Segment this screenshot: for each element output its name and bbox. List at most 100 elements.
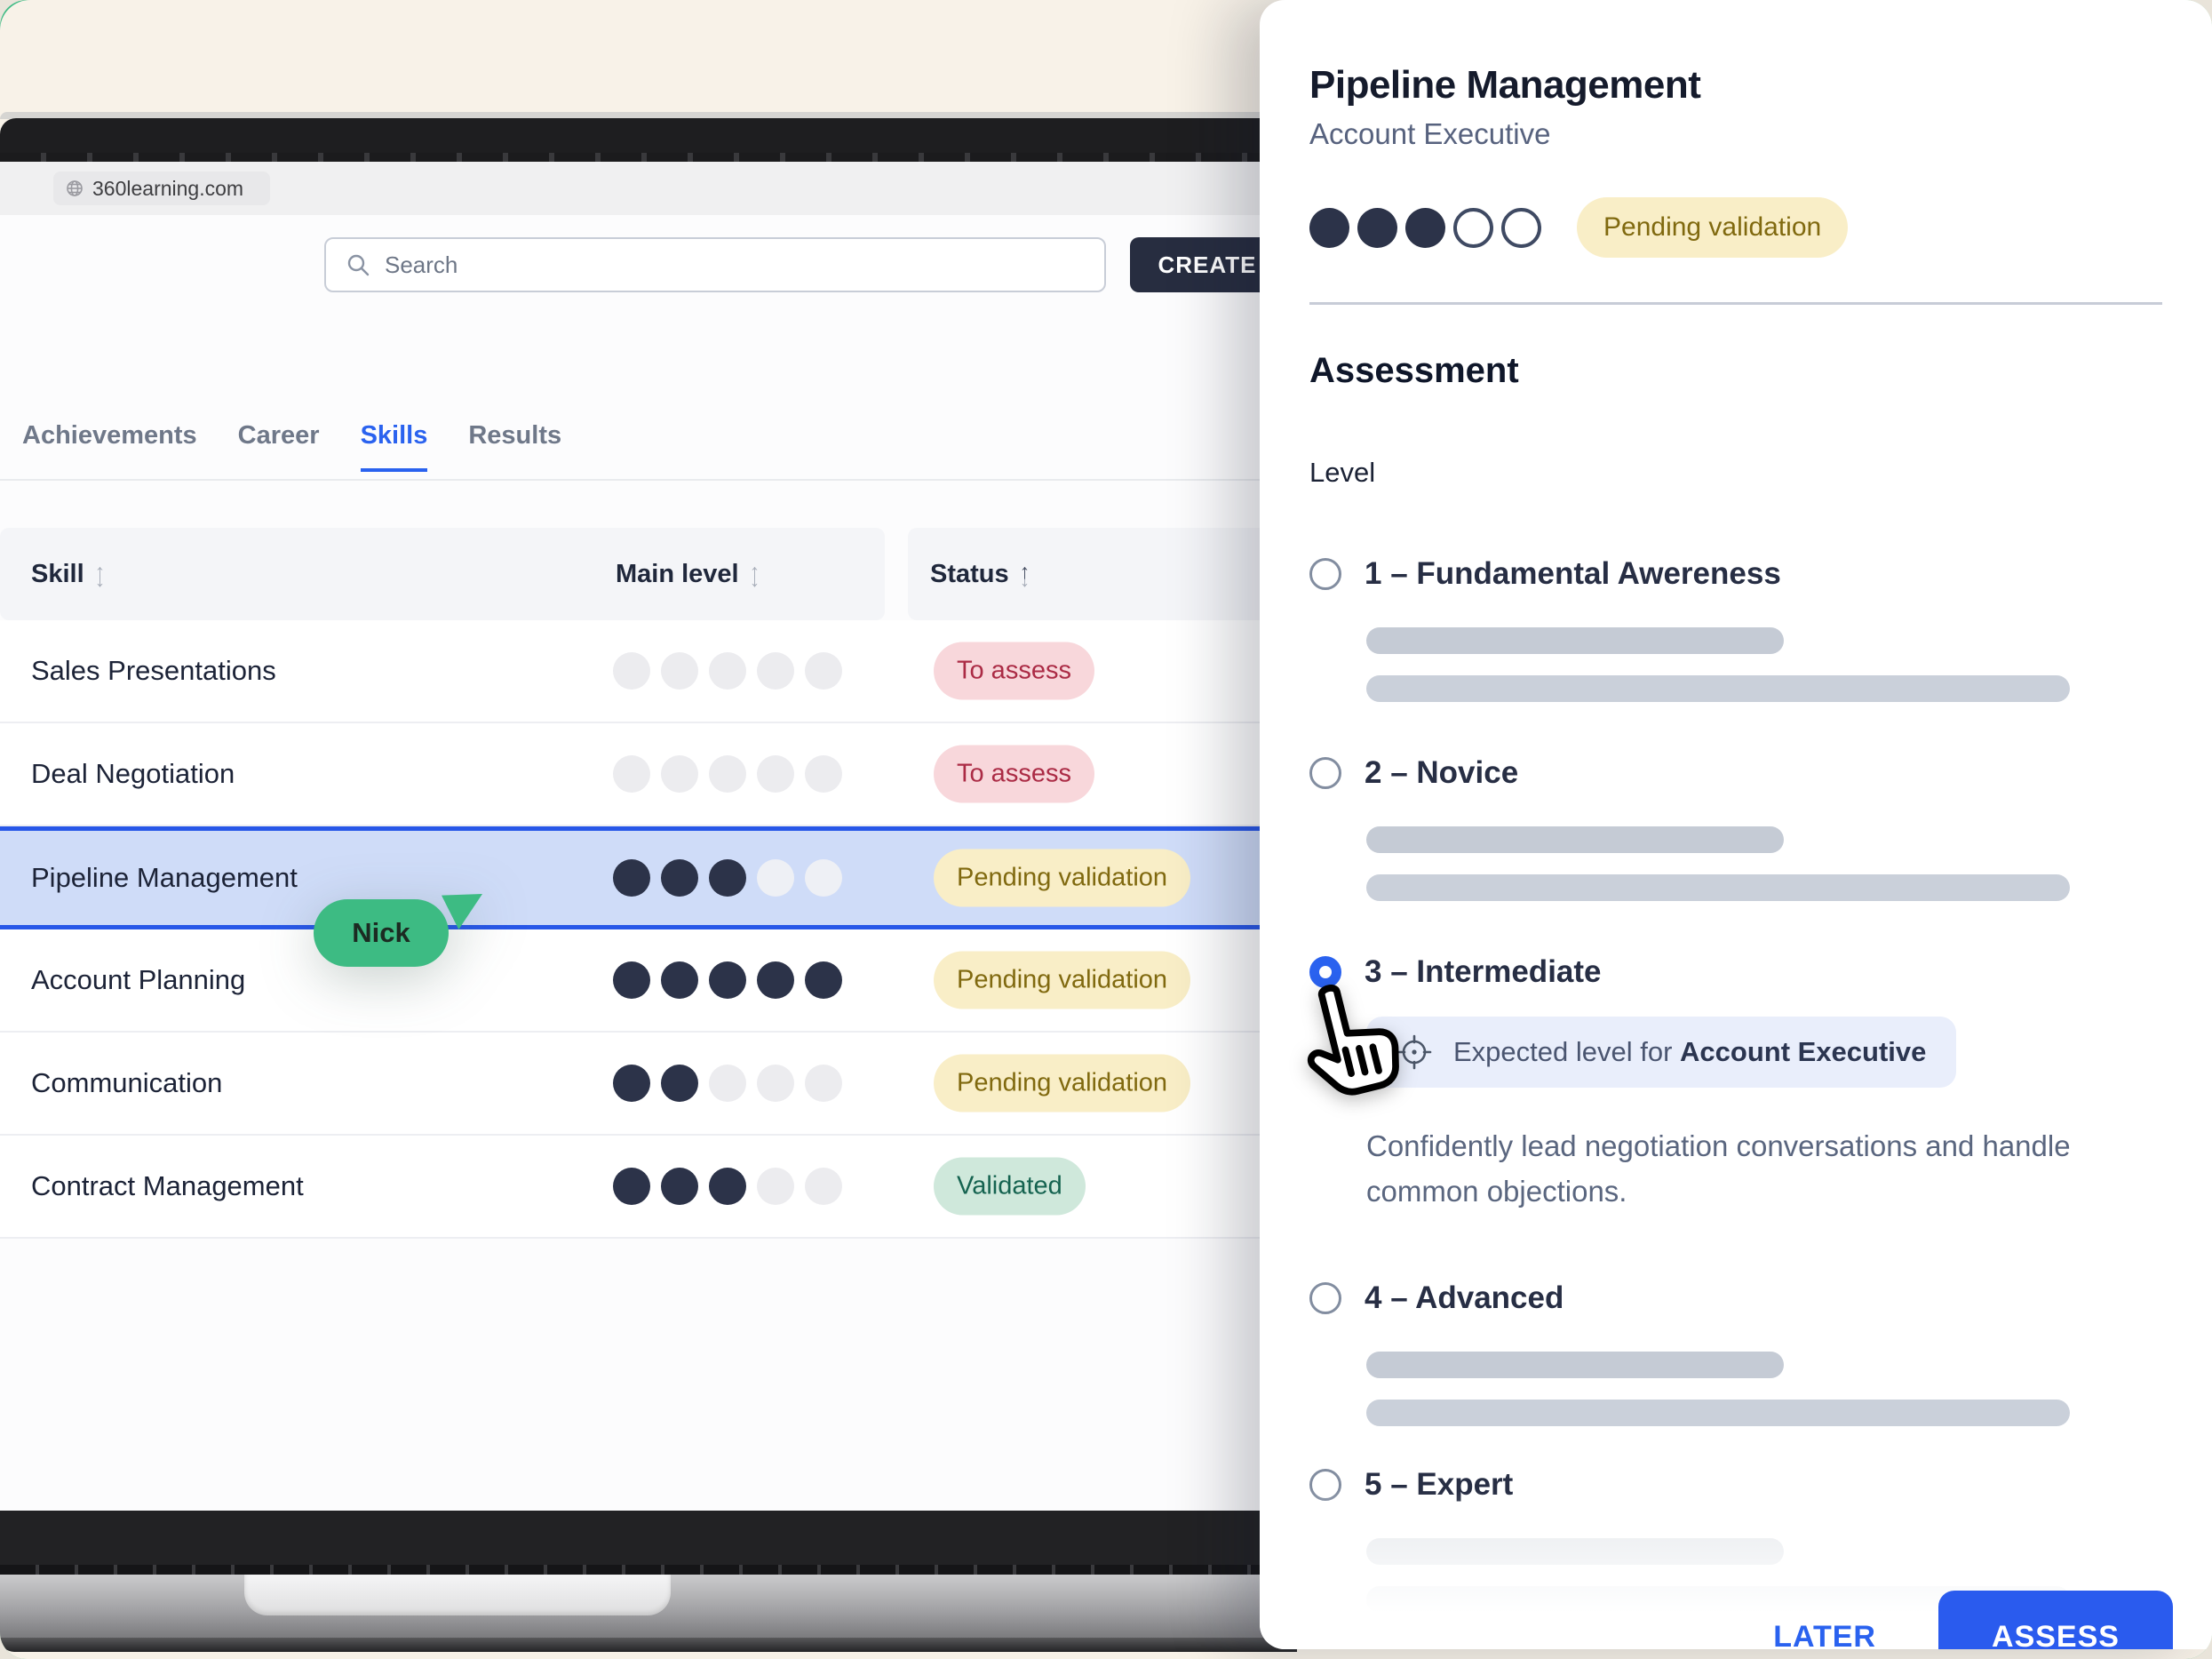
section-title: Assessment [1309, 351, 1519, 391]
radio-button[interactable] [1309, 1468, 1341, 1501]
panel-subtitle-role: Account Executive [1309, 117, 1551, 151]
table-row[interactable]: Contract Management Validated [0, 1136, 1297, 1239]
level-option-2[interactable]: 2 – Novice [1309, 755, 2162, 902]
skeleton-text [1366, 627, 2162, 703]
level-option-label: 2 – Novice [1365, 755, 1519, 791]
expected-level-text: Expected level for Account Executive [1453, 1036, 1927, 1068]
level-dot [1357, 207, 1397, 248]
level-dot [757, 652, 794, 690]
globe-icon [67, 180, 83, 196]
sort-icon[interactable]: ↑ ↓ [749, 560, 760, 591]
tab-results[interactable]: Results [468, 421, 562, 450]
tabs-divider [0, 479, 1297, 481]
level-dot [661, 1168, 698, 1205]
laptop-screen: 360learning.com Search CREATE ▾ Achievem… [0, 118, 1308, 1511]
laptop-base-edge [0, 1638, 1297, 1652]
skill-name: Account Planning [31, 964, 246, 995]
level-dot [661, 755, 698, 793]
level-dot [757, 961, 794, 999]
level-dots [613, 961, 842, 999]
assess-button[interactable]: ASSESS [1938, 1591, 2173, 1649]
level-option-4[interactable]: 4 – Advanced [1309, 1280, 2162, 1426]
status-badge: Pending validation [934, 849, 1191, 907]
collaborator-name: Nick [352, 917, 410, 948]
browser-tab-strip [0, 153, 1297, 162]
level-dot [661, 961, 698, 999]
level-dot [661, 652, 698, 690]
radio-button[interactable] [1309, 1281, 1341, 1314]
column-header-label: Skill [31, 559, 84, 588]
skeleton-text [1366, 1351, 2162, 1426]
target-icon [1396, 1035, 1432, 1070]
search-icon [347, 254, 370, 276]
column-header-main-level[interactable]: Main level ↑ ↓ [616, 528, 760, 620]
status-badge: Validated [934, 1157, 1086, 1216]
hand-cursor-icon [1290, 981, 1402, 1103]
address-bar[interactable]: 360learning.com [53, 171, 270, 205]
level-dot [661, 859, 698, 897]
app-content: Search CREATE ▾ Achievements Career Skil… [0, 215, 1308, 1511]
level-dots [1309, 207, 1541, 248]
expected-level-callout: Expected level for Account Executive [1366, 1017, 1957, 1089]
level-option-1[interactable]: 1 – Fundamental Awereness [1309, 556, 2162, 703]
later-button[interactable]: LATER [1768, 1619, 1882, 1650]
level-dot [613, 755, 650, 793]
radio-button-selected[interactable] [1309, 956, 1341, 989]
level-option-label: 1 – Fundamental Awereness [1365, 556, 1781, 592]
level-dots [613, 652, 842, 690]
level-dot [757, 1168, 794, 1205]
create-button-label: CREATE [1158, 251, 1257, 278]
table-header-left [0, 528, 885, 620]
level-dot [709, 859, 746, 897]
table-row[interactable]: Communication Pending validation [0, 1033, 1297, 1136]
sort-icon[interactable]: ↑ ↓ [94, 560, 106, 591]
status-badge: Pending validation [934, 1054, 1191, 1113]
table-row[interactable]: Deal Negotiation To assess [0, 723, 1297, 826]
search-input[interactable]: Search [324, 237, 1106, 292]
tab-achievements[interactable]: Achievements [22, 421, 197, 450]
radio-button[interactable] [1309, 757, 1341, 790]
table-row[interactable]: Sales Presentations To assess [0, 620, 1297, 723]
level-field-label: Level [1309, 457, 1376, 489]
search-placeholder: Search [385, 251, 458, 278]
tab-skills[interactable]: Skills [360, 421, 428, 472]
level-dots [613, 859, 842, 897]
level-description: Confidently lead negotiation conversatio… [1366, 1129, 2071, 1208]
level-dot [757, 859, 794, 897]
level-dot [1453, 207, 1493, 248]
level-dot [1405, 207, 1445, 248]
level-dot [613, 652, 650, 690]
laptop-base [0, 1575, 1297, 1638]
table-row[interactable]: Account Planning Pending validation [0, 929, 1297, 1033]
level-dot [613, 1168, 650, 1205]
skills-table: Sales Presentations To assess Deal Negot… [0, 620, 1297, 1239]
skill-name: Contract Management [31, 1170, 304, 1201]
level-option-label: 5 – Expert [1365, 1466, 1514, 1502]
status-badge: To assess [934, 745, 1094, 803]
level-dot [805, 1168, 842, 1205]
level-dots [613, 755, 842, 793]
radio-button[interactable] [1309, 558, 1341, 591]
level-options: 1 – Fundamental Awereness 2 – Novice 3 –… [1309, 556, 2162, 1613]
column-header-skill[interactable]: Skill ↑ ↓ [31, 528, 105, 620]
sort-icon[interactable]: ↑ ↓ [1019, 560, 1030, 591]
level-dot [1501, 207, 1541, 248]
url-text: 360learning.com [92, 176, 244, 200]
table-header-right [908, 528, 1297, 620]
status-badge: Pending validation [934, 951, 1191, 1009]
level-dot [709, 1168, 746, 1205]
level-dot [805, 1065, 842, 1102]
level-dot [709, 961, 746, 999]
skill-name: Communication [31, 1067, 223, 1098]
level-dot [757, 1065, 794, 1102]
tab-career[interactable]: Career [237, 421, 320, 450]
column-header-status[interactable]: Status ↑ ↓ [930, 528, 1030, 620]
level-dot [613, 961, 650, 999]
level-option-3[interactable]: 3 – Intermediate Expected level for Acco… [1309, 954, 2162, 1214]
column-header-label: Main level [616, 559, 739, 588]
table-row-selected[interactable]: Pipeline Management Pending validation [0, 826, 1297, 929]
skill-name: Pipeline Management [31, 862, 298, 893]
assessment-panel: Pipeline Management Account Executive Pe… [1260, 0, 2212, 1649]
level-dot [805, 859, 842, 897]
